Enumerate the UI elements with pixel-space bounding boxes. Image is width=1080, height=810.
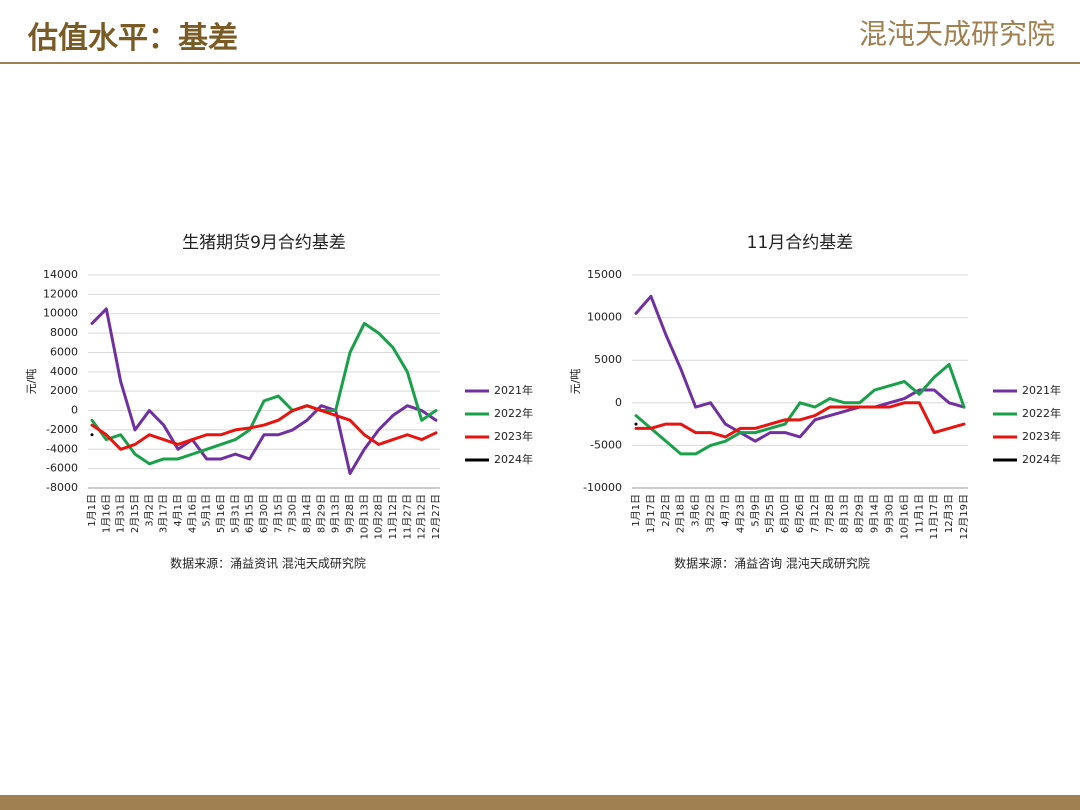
x-tick-label: 2月18日 — [675, 494, 687, 533]
x-tick-label: 5月1日 — [201, 494, 213, 527]
x-tick-label: 11月12日 — [387, 494, 399, 539]
x-tick-label: 11月17日 — [928, 494, 940, 539]
legend-label: 2023年 — [494, 429, 533, 443]
x-tick-label: 1月17日 — [645, 494, 657, 533]
x-tick-label: 7月30日 — [287, 494, 299, 533]
source-note: 数据来源：涌益咨询 混沌天成研究院 — [674, 556, 870, 571]
footer-bar — [0, 795, 1080, 810]
x-tick-label: 12月3日 — [943, 494, 955, 533]
chart-title: 11月合约基差 — [747, 233, 854, 253]
y-tick-label: 8000 — [50, 326, 78, 339]
series-line — [90, 321, 438, 466]
x-tick-label: 10月16日 — [898, 494, 910, 539]
legend-label: 2022年 — [1022, 406, 1061, 420]
y-tick-label: -5000 — [590, 438, 622, 451]
x-tick-label: 9月13日 — [330, 494, 342, 533]
x-tick-label: 6月10日 — [779, 494, 791, 533]
x-tick-label: 5月9日 — [749, 494, 761, 527]
x-tick-label: 3月17日 — [158, 494, 170, 533]
y-axis-label: 元/吨 — [25, 369, 38, 395]
series-line — [634, 294, 966, 443]
x-tick-label: 3月22日 — [705, 494, 717, 533]
legend-label: 2021年 — [1022, 383, 1061, 397]
x-tick-label: 4月16日 — [186, 494, 198, 533]
y-tick-label: 2000 — [50, 384, 78, 397]
series-line — [90, 404, 438, 451]
x-tick-label: 7月12日 — [809, 494, 821, 533]
x-tick-label: 8月29日 — [315, 494, 327, 533]
x-tick-label: 4月23日 — [734, 494, 746, 533]
y-tick-label: 0 — [615, 396, 622, 409]
x-tick-label: 12月12日 — [416, 494, 428, 539]
y-tick-label: -6000 — [46, 462, 78, 475]
legend-label: 2023年 — [1022, 429, 1061, 443]
x-tick-label: 10月13日 — [358, 494, 370, 539]
y-tick-label: 14000 — [43, 268, 78, 281]
legend-label: 2024年 — [494, 452, 533, 466]
x-tick-label: 5月16日 — [215, 494, 227, 533]
logo: 混沌天成研究院 — [859, 18, 1055, 51]
x-tick-label: 3月6日 — [690, 494, 702, 527]
x-tick-label: 8月14日 — [301, 494, 313, 533]
y-tick-label: 5000 — [594, 353, 622, 366]
y-tick-label: 12000 — [43, 287, 78, 300]
y-tick-label: 0 — [71, 404, 78, 417]
x-tick-label: 5月31日 — [229, 494, 241, 533]
x-tick-label: 8月29日 — [854, 494, 866, 533]
y-tick-label: 4000 — [50, 365, 78, 378]
x-tick-label: 11月27日 — [401, 494, 413, 539]
x-tick-label: 12月27日 — [430, 494, 442, 539]
x-tick-label: 8月13日 — [839, 494, 851, 533]
x-tick-label: 4月7日 — [719, 494, 731, 527]
x-tick-label: 9月30日 — [883, 494, 895, 533]
y-tick-label: -2000 — [46, 423, 78, 436]
legend-label: 2021年 — [494, 383, 533, 397]
x-tick-label: 2月2日 — [660, 494, 672, 527]
series-line — [90, 307, 438, 475]
y-tick-label: -8000 — [46, 481, 78, 494]
x-tick-label: 7月15日 — [272, 494, 284, 533]
y-tick-label: 6000 — [50, 345, 78, 358]
x-tick-label: 5月25日 — [764, 494, 776, 533]
x-tick-label: 3月2日 — [143, 494, 155, 527]
chart-title: 生猪期货9月合约基差 — [182, 233, 346, 253]
x-tick-label: 10月28日 — [373, 494, 385, 539]
x-tick-label: 6月26日 — [794, 494, 806, 533]
y-tick-label: 10000 — [587, 311, 622, 324]
x-tick-label: 1月1日 — [630, 494, 642, 527]
x-tick-label: 4月1日 — [172, 494, 184, 527]
x-tick-label: 7月28日 — [824, 494, 836, 533]
x-tick-label: 11月1日 — [913, 494, 925, 533]
x-tick-label: 12月19日 — [958, 494, 970, 539]
x-tick-label: 1月31日 — [115, 494, 127, 533]
legend-label: 2024年 — [1022, 452, 1061, 466]
x-tick-label: 9月28日 — [344, 494, 356, 533]
x-tick-label: 1月16日 — [100, 494, 112, 533]
series-line — [634, 362, 966, 456]
x-tick-label: 9月14日 — [869, 494, 881, 533]
slide-title: 估值水平：基差 — [27, 21, 238, 56]
x-tick-label: 6月15日 — [244, 494, 256, 533]
x-tick-label: 1月1日 — [86, 494, 98, 527]
y-tick-label: -10000 — [583, 481, 622, 494]
y-tick-label: 15000 — [587, 268, 622, 281]
y-axis-label: 元/吨 — [569, 369, 582, 395]
y-tick-label: 10000 — [43, 307, 78, 320]
x-tick-label: 2月15日 — [129, 494, 141, 533]
x-tick-label: 6月30日 — [258, 494, 270, 533]
series-line — [634, 401, 966, 439]
source-note: 数据来源：涌益资讯 混沌天成研究院 — [170, 556, 366, 571]
y-tick-label: -4000 — [46, 442, 78, 455]
legend-label: 2022年 — [494, 406, 533, 420]
